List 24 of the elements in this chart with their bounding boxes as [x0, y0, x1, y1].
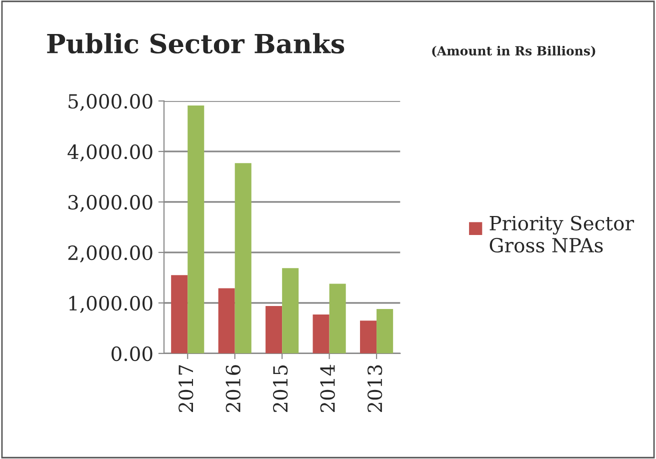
x-tick-label: 2016 — [226, 365, 240, 412]
bar — [360, 320, 377, 354]
bar — [171, 275, 188, 354]
y-tick-label: 3,000.00 — [68, 194, 152, 212]
y-tick-label: 5,000.00 — [68, 94, 152, 112]
y-tick-label: 1,000.00 — [69, 296, 152, 313]
y-tick-label: 4,000.00 — [68, 144, 152, 162]
x-tick-label: 2015 — [273, 365, 288, 412]
bar — [329, 284, 346, 354]
text: (Amount in Rs Billions) — [432, 46, 596, 58]
bar — [218, 288, 235, 354]
bar — [312, 314, 330, 354]
chart-title: Public Sector Banks — [47, 33, 344, 54]
x-tick-label: 2017 — [178, 365, 194, 412]
x-tick-label: 2014 — [320, 364, 335, 412]
bar — [234, 163, 252, 354]
x-tick-label: 2013 — [367, 365, 382, 412]
y-tick-label: 2,000.00 — [68, 245, 152, 262]
y-tick-label: 0.00 — [112, 346, 152, 362]
bar — [188, 106, 204, 354]
bar — [376, 309, 394, 354]
bar — [282, 268, 299, 354]
bar — [266, 306, 282, 354]
legend-label: Priority Sector Gross NPAs — [490, 216, 634, 253]
